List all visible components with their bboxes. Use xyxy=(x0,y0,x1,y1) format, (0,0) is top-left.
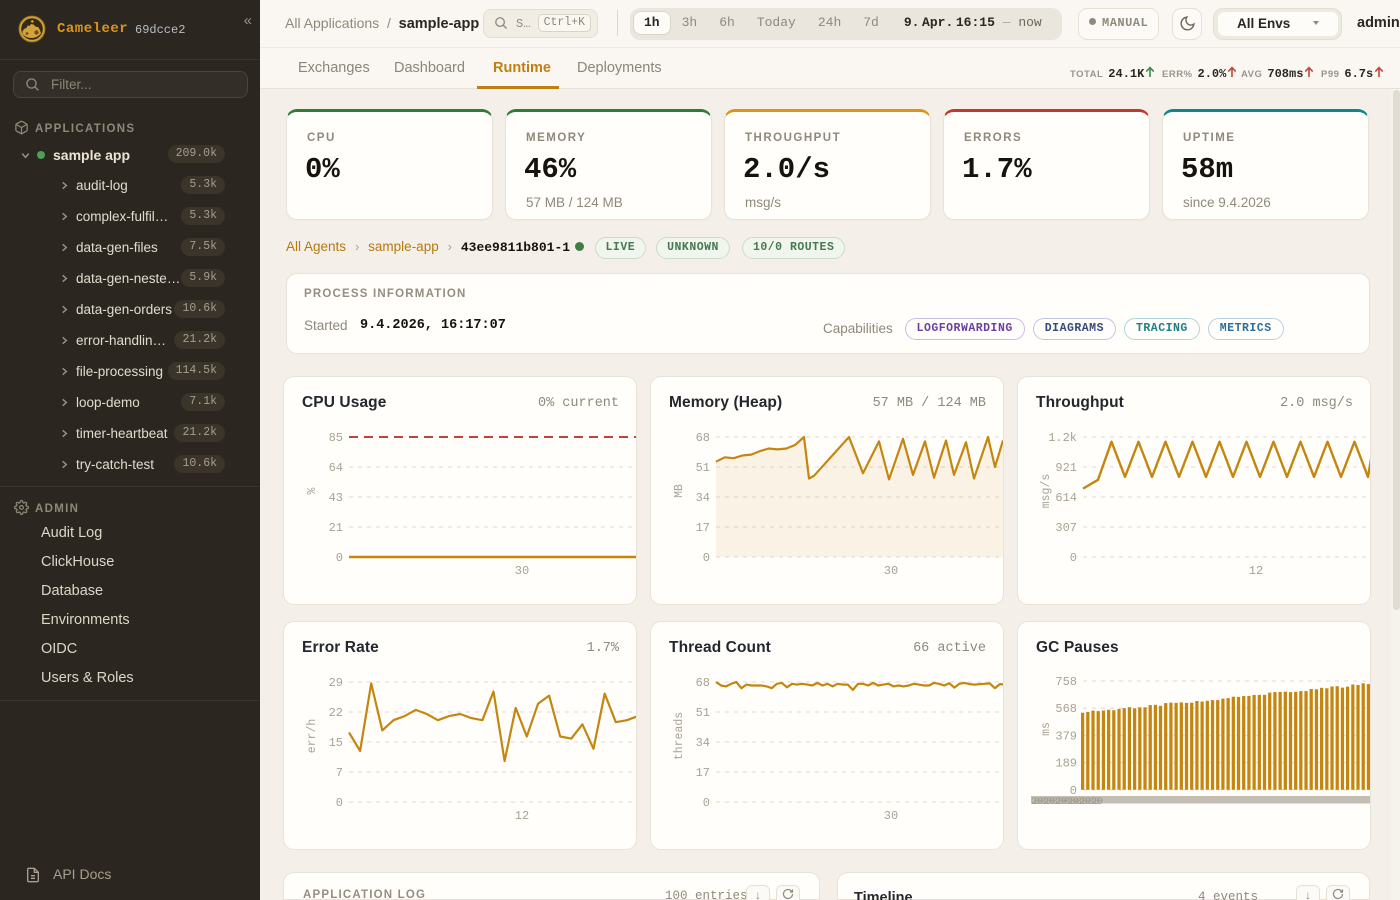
svg-text:30: 30 xyxy=(884,564,898,578)
svg-text:202020202020: 202020202020 xyxy=(1031,796,1103,808)
svg-text:34: 34 xyxy=(696,491,710,505)
svg-text:921: 921 xyxy=(1055,461,1077,475)
svg-text:34: 34 xyxy=(696,736,710,750)
svg-text:30: 30 xyxy=(515,564,529,578)
svg-text:68: 68 xyxy=(696,431,710,445)
svg-text:22: 22 xyxy=(329,706,343,720)
svg-text:568: 568 xyxy=(1055,702,1077,716)
svg-text:30: 30 xyxy=(884,809,898,823)
svg-text:12: 12 xyxy=(1249,564,1263,578)
svg-text:0: 0 xyxy=(703,551,710,565)
svg-text:189: 189 xyxy=(1055,757,1077,771)
svg-text:threads: threads xyxy=(673,712,686,760)
svg-text:15: 15 xyxy=(329,736,343,750)
svg-text:12: 12 xyxy=(515,809,529,823)
svg-text:758: 758 xyxy=(1055,675,1077,689)
svg-text:51: 51 xyxy=(696,461,710,475)
svg-text:307: 307 xyxy=(1055,521,1077,535)
svg-text:21: 21 xyxy=(329,521,343,535)
svg-text:29: 29 xyxy=(329,676,343,690)
svg-text:7: 7 xyxy=(336,766,343,780)
svg-text:68: 68 xyxy=(696,676,710,690)
svg-text:17: 17 xyxy=(696,766,710,780)
svg-text:0: 0 xyxy=(703,796,710,810)
svg-text:0: 0 xyxy=(336,551,343,565)
svg-text:51: 51 xyxy=(696,706,710,720)
svg-text:ms: ms xyxy=(1040,722,1053,736)
svg-text:88088088888: 88088088888 xyxy=(1034,796,1100,808)
svg-text:0: 0 xyxy=(1070,784,1077,798)
svg-text:%: % xyxy=(306,487,319,494)
svg-text:0: 0 xyxy=(1070,551,1077,565)
svg-text:85: 85 xyxy=(329,431,343,445)
svg-text:msg/s: msg/s xyxy=(1040,474,1053,509)
svg-text:43: 43 xyxy=(329,491,343,505)
svg-text:17: 17 xyxy=(696,521,710,535)
svg-text:0: 0 xyxy=(336,796,343,810)
svg-text:379: 379 xyxy=(1055,729,1077,743)
svg-text:64: 64 xyxy=(329,461,343,475)
svg-text:614: 614 xyxy=(1055,491,1077,505)
svg-text:err/h: err/h xyxy=(306,719,319,754)
svg-text:MB: MB xyxy=(673,484,686,498)
svg-text:1.2k: 1.2k xyxy=(1048,431,1077,445)
